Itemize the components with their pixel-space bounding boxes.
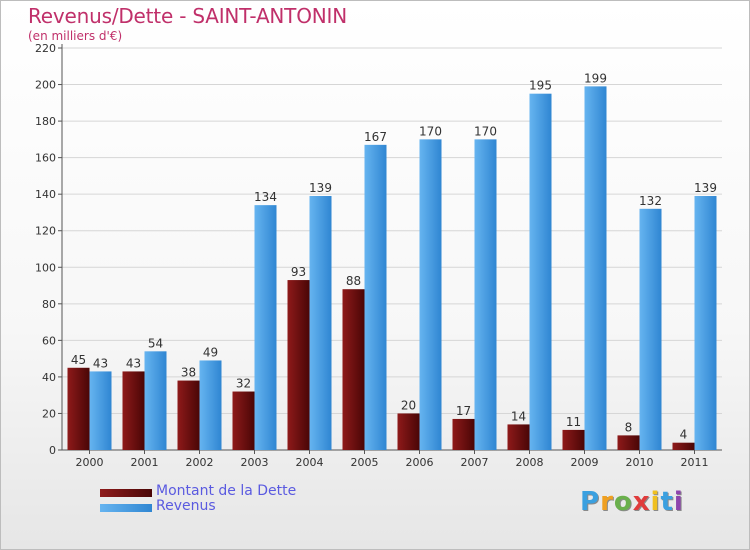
y-tick-label: 180 — [35, 115, 56, 128]
bar-revenus-2009 — [584, 86, 607, 450]
logo-letter: P — [580, 487, 601, 517]
chart-subtitle: (en milliers d'€) — [28, 29, 123, 43]
logo-letter: r — [600, 487, 614, 517]
data-label-dette: 11 — [566, 415, 581, 429]
bar-dette-2001 — [122, 371, 145, 450]
x-tick-label: 2010 — [626, 456, 654, 469]
data-label-revenus: 132 — [639, 194, 662, 208]
x-tick-label: 2002 — [186, 456, 214, 469]
logo-letter: o — [613, 487, 633, 517]
data-label-dette: 38 — [181, 366, 196, 380]
bar-revenus-2010 — [639, 208, 662, 450]
bar-revenus-2011 — [694, 196, 717, 450]
x-tick-label: 2007 — [461, 456, 489, 469]
data-label-dette: 17 — [456, 404, 471, 418]
data-label-dette: 43 — [126, 356, 141, 370]
y-tick-label: 160 — [35, 152, 56, 165]
data-label-revenus: 199 — [584, 71, 607, 85]
data-label-dette: 45 — [71, 353, 86, 367]
bar-revenus-2008 — [529, 93, 552, 450]
data-label-revenus: 49 — [203, 345, 218, 359]
y-tick-label: 80 — [42, 298, 56, 311]
y-tick-label: 100 — [35, 261, 56, 274]
bar-dette-2004 — [287, 280, 310, 450]
x-tick-label: 2001 — [131, 456, 159, 469]
legend-label-revenus: Revenus — [156, 498, 216, 514]
x-tick-label: 2008 — [516, 456, 544, 469]
bar-revenus-2005 — [364, 144, 387, 450]
data-label-dette: 88 — [346, 274, 361, 288]
legend-swatch-revenus — [100, 504, 152, 512]
bar-revenus-2006 — [419, 139, 442, 450]
bar-dette-2000 — [67, 367, 90, 450]
bar-dette-2007 — [452, 418, 475, 450]
bar-revenus-2002 — [199, 360, 222, 450]
x-tick-label: 2009 — [571, 456, 599, 469]
data-label-revenus: 139 — [694, 181, 717, 195]
x-tick-label: 2006 — [406, 456, 434, 469]
x-tick-label: 2003 — [241, 456, 269, 469]
bar-dette-2008 — [507, 424, 530, 450]
bar-revenus-2004 — [309, 196, 332, 450]
y-tick-label: 200 — [35, 79, 56, 92]
logo-letter: t — [660, 487, 674, 517]
bar-dette-2003 — [232, 391, 255, 450]
data-label-revenus: 195 — [529, 79, 552, 93]
logo-letter: x — [632, 487, 651, 517]
data-label-revenus: 134 — [254, 190, 277, 204]
x-tick-label: 2004 — [296, 456, 324, 469]
logo-letter: i — [673, 487, 684, 517]
bar-dette-2005 — [342, 289, 365, 450]
data-label-revenus: 139 — [309, 181, 332, 195]
data-label-dette: 8 — [625, 420, 633, 434]
data-label-revenus: 170 — [419, 124, 442, 138]
data-label-dette: 4 — [680, 428, 688, 442]
legend-swatch-dette — [100, 489, 152, 497]
bar-revenus-2001 — [144, 351, 167, 450]
logo-letter: i — [650, 487, 661, 517]
bar-dette-2006 — [397, 413, 420, 450]
bar-revenus-2000 — [89, 371, 112, 450]
y-tick-label: 140 — [35, 188, 56, 201]
data-label-revenus: 54 — [148, 336, 163, 350]
data-label-dette: 93 — [291, 265, 306, 279]
x-tick-label: 2011 — [681, 456, 709, 469]
y-tick-label: 120 — [35, 225, 56, 238]
data-label-revenus: 43 — [93, 356, 108, 370]
bar-dette-2002 — [177, 380, 200, 450]
bar-dette-2009 — [562, 429, 585, 450]
data-label-revenus: 167 — [364, 130, 387, 144]
y-tick-label: 0 — [49, 444, 56, 457]
bar-revenus-2003 — [254, 205, 277, 450]
data-label-dette: 20 — [401, 398, 416, 412]
legend-label-dette: Montant de la Dette — [156, 483, 297, 499]
y-tick-label: 220 — [35, 42, 56, 55]
y-tick-label: 40 — [42, 371, 56, 384]
y-tick-label: 20 — [42, 407, 56, 420]
data-label-revenus: 170 — [474, 124, 497, 138]
data-label-dette: 32 — [236, 377, 251, 391]
bar-dette-2011 — [672, 442, 695, 450]
data-label-dette: 14 — [511, 409, 526, 423]
y-tick-label: 60 — [42, 334, 56, 347]
bar-dette-2010 — [617, 435, 640, 450]
x-tick-label: 2005 — [351, 456, 379, 469]
proxiti-logo: Proxiti — [580, 487, 684, 517]
chart-title: Revenus/Dette - SAINT-ANTONIN — [28, 4, 347, 28]
x-tick-label: 2000 — [76, 456, 104, 469]
bar-revenus-2007 — [474, 139, 497, 450]
